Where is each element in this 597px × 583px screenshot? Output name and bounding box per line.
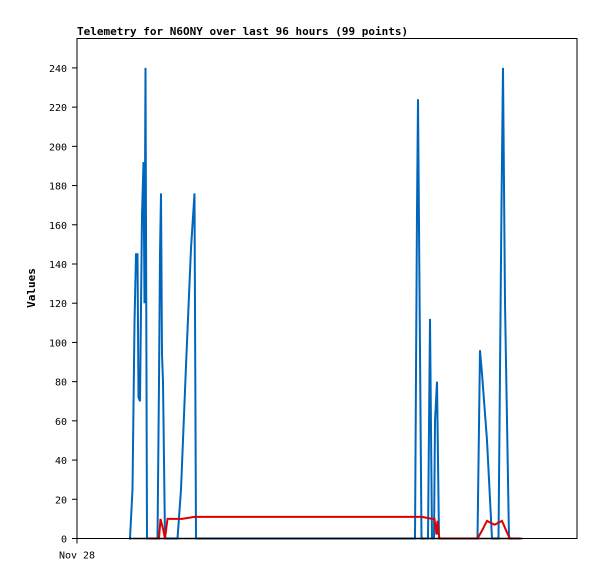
y-tick-label: 200 xyxy=(49,142,67,153)
series-layer xyxy=(128,67,523,540)
y-tick-label: 40 xyxy=(55,456,67,467)
y-tick-label: 60 xyxy=(55,417,67,428)
x-tick-label: Nov 28 xyxy=(59,551,95,562)
y-tick-label: 100 xyxy=(49,338,67,349)
chart-title: Telemetry for N6ONY over last 96 hours (… xyxy=(77,25,408,38)
y-tick-label: 0 xyxy=(61,535,67,546)
y-tick-label: 220 xyxy=(49,103,67,114)
series-line-2 xyxy=(147,515,521,540)
y-tick-label: 160 xyxy=(49,221,67,232)
y-axis-label: Values xyxy=(25,268,38,308)
y-tick-label: 120 xyxy=(49,299,67,310)
y-tick-label: 20 xyxy=(55,495,67,506)
x-axis-ticks: Nov 28 xyxy=(59,538,95,562)
y-tick-label: 180 xyxy=(49,182,67,193)
y-axis-ticks: 0 20 40 60 80 100 120 140 160 180 200 220 240 xyxy=(49,64,77,546)
y-tick-label: 240 xyxy=(49,64,67,75)
y-tick-label: 140 xyxy=(49,260,67,271)
y-tick-label: 80 xyxy=(55,378,67,389)
